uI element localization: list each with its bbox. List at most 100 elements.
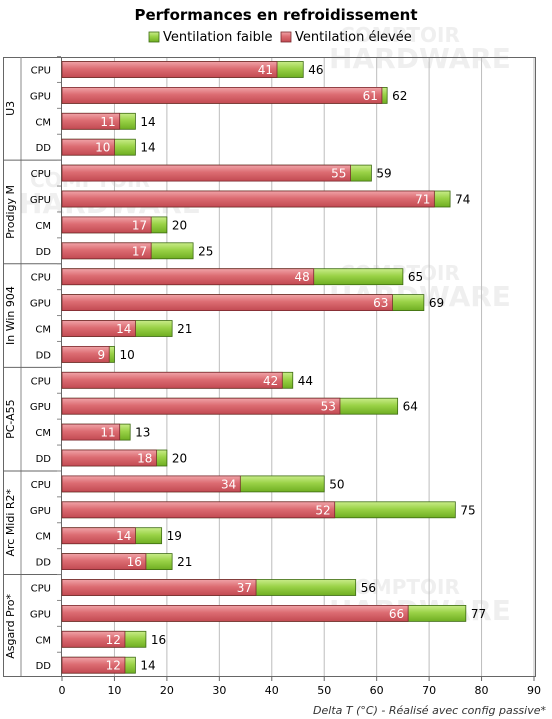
bar-elevee	[61, 527, 136, 545]
data-label-elevee: 9	[98, 348, 106, 362]
category-label: CM	[35, 117, 51, 128]
data-label-elevee: 17	[132, 244, 147, 258]
category-label: CM	[35, 325, 51, 336]
x-axis-label: Delta T (°C) - Réalisé avec config passi…	[313, 704, 546, 717]
category-label: GPU	[30, 402, 51, 413]
group-label: Asgard Pro*	[4, 593, 17, 658]
category-label: CM	[35, 635, 51, 646]
bar-elevee	[61, 216, 152, 234]
data-label-faible: 14	[140, 659, 155, 673]
data-label-faible: 75	[460, 503, 475, 517]
category-label: DD	[36, 247, 52, 258]
watermark-line2: HARDWARE	[329, 42, 511, 75]
bar-elevee	[61, 397, 341, 415]
data-label-faible: 44	[298, 374, 313, 388]
category-label: DD	[36, 143, 52, 154]
data-label-elevee: 12	[106, 633, 121, 647]
chart-title: Performances en refroidissement	[134, 6, 417, 24]
group-label: Arc Midi R2*	[4, 488, 17, 556]
group-label: PC-A55	[4, 399, 17, 439]
legend-swatch-elevee	[280, 31, 292, 43]
data-label-elevee: 11	[100, 426, 115, 440]
group-label: Prodigy M	[4, 185, 17, 239]
bar-elevee	[61, 553, 147, 570]
data-label-elevee: 41	[258, 63, 273, 77]
bar-elevee	[61, 605, 409, 622]
watermark-line1: COMPTOIR	[340, 23, 460, 47]
bar-elevee	[61, 475, 241, 493]
x-tick-label: 90	[527, 684, 541, 697]
bar-elevee	[61, 320, 136, 337]
legend: Ventilation faible Ventilation élevée	[148, 30, 412, 45]
x-tick-label: 80	[475, 684, 489, 697]
category-label: GPU	[30, 609, 51, 620]
data-label-faible: 46	[308, 63, 323, 77]
group-label: In Win 904	[4, 286, 17, 345]
bar-elevee	[61, 268, 315, 286]
data-label-elevee: 18	[137, 452, 152, 466]
category-label: CM	[35, 428, 51, 439]
category-label: CPU	[31, 169, 51, 180]
category-label: GPU	[30, 91, 51, 102]
data-label-faible: 14	[140, 141, 155, 155]
data-label-faible: 25	[198, 244, 213, 258]
bar-elevee	[61, 87, 383, 104]
bar-elevee	[61, 371, 283, 389]
bar-elevee	[61, 449, 157, 467]
watermark-line1: COMPTOIR	[340, 575, 460, 599]
bar-elevee	[61, 345, 110, 363]
data-label-faible: 20	[172, 452, 187, 466]
data-label-faible: 50	[329, 477, 344, 491]
bar-elevee	[61, 423, 121, 441]
category-label: DD	[36, 661, 52, 672]
bar-elevee	[61, 190, 435, 208]
bars	[61, 61, 467, 674]
data-label-elevee: 10	[95, 141, 110, 155]
bar-elevee	[61, 138, 115, 156]
bar-elevee	[61, 630, 126, 648]
category-label: CM	[35, 221, 51, 232]
data-label-faible: 19	[167, 529, 182, 543]
x-tick-label: 70	[422, 684, 436, 697]
x-tick-label: 30	[212, 684, 226, 697]
data-label-faible: 20	[172, 218, 187, 232]
data-label-elevee: 52	[315, 503, 330, 517]
data-label-elevee: 53	[321, 400, 336, 414]
bar-elevee	[61, 294, 393, 312]
x-tick-label: 10	[107, 684, 121, 697]
data-label-faible: 65	[408, 270, 423, 284]
legend-label-faible: Ventilation faible	[163, 30, 272, 45]
data-label-faible: 64	[403, 400, 418, 414]
data-label-faible: 21	[177, 555, 192, 569]
gridlines	[113, 57, 535, 676]
data-label-faible: 13	[135, 426, 150, 440]
data-label-faible: 14	[140, 115, 155, 129]
bar-elevee	[61, 112, 121, 130]
category-label: CPU	[31, 480, 51, 491]
data-label-elevee: 71	[415, 193, 430, 207]
data-label-faible: 62	[392, 89, 407, 103]
labels: CPU 41 46 GPU 61 62 CM 11 14 DD 10 14 U3 CPU 55 59 GPU 71…	[4, 63, 486, 673]
category-label: CPU	[31, 273, 51, 284]
x-tick-label: 50	[317, 684, 331, 697]
data-label-faible: 74	[455, 193, 470, 207]
data-label-faible: 16	[151, 633, 166, 647]
group-label: U3	[4, 101, 17, 116]
x-tick-label: 40	[265, 684, 279, 697]
data-label-elevee: 12	[106, 659, 121, 673]
data-label-faible: 77	[471, 607, 486, 621]
bar-elevee	[61, 656, 126, 674]
bar-elevee	[61, 501, 336, 519]
x-tick-label: 20	[160, 684, 174, 697]
data-label-elevee: 42	[263, 374, 278, 388]
data-label-faible: 69	[429, 296, 444, 310]
data-label-faible: 10	[119, 348, 134, 362]
category-label: CPU	[31, 584, 51, 595]
data-label-elevee: 61	[363, 89, 378, 103]
legend-swatch-faible	[148, 31, 160, 43]
data-label-elevee: 66	[389, 607, 404, 621]
data-label-elevee: 55	[331, 167, 346, 181]
data-label-elevee: 48	[294, 270, 309, 284]
category-label: GPU	[30, 506, 51, 517]
